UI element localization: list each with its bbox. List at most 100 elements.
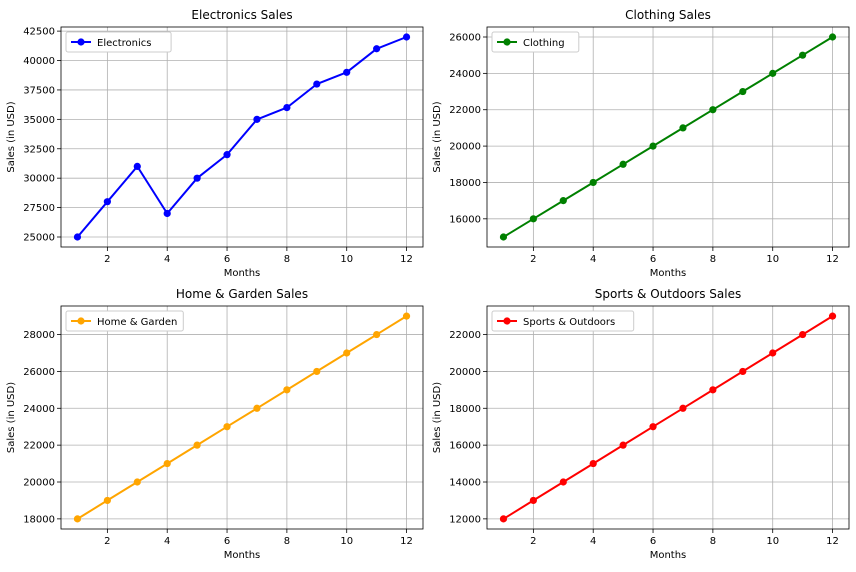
data-point (163, 209, 171, 218)
data-point (739, 87, 747, 96)
y-tick-label: 30000 (23, 174, 55, 185)
data-point (828, 33, 837, 41)
legend-label: Home & Garden (97, 317, 177, 328)
data-point (373, 45, 381, 53)
chart-title: Clothing Sales (625, 8, 711, 22)
x-tick-label: 8 (710, 536, 716, 547)
y-axis-label: Sales (in USD) (6, 101, 17, 172)
y-tick-label: 27500 (23, 203, 55, 214)
data-point (253, 115, 261, 123)
x-tick-label: 12 (826, 254, 839, 265)
data-point (193, 174, 201, 182)
data-point (253, 404, 261, 412)
y-tick-label: 20000 (449, 367, 481, 378)
y-tick-label: 16000 (449, 441, 481, 452)
data-point (709, 386, 717, 394)
data-point (619, 441, 627, 449)
legend-box (491, 310, 635, 332)
y-tick-label: 24000 (449, 69, 481, 80)
x-tick-label: 6 (650, 536, 656, 547)
y-tick-label: 14000 (449, 478, 481, 489)
data-point (769, 349, 777, 357)
data-point (709, 106, 717, 114)
data-point (649, 423, 657, 431)
y-tick-label: 42500 (23, 27, 55, 38)
y-tick-label: 35000 (23, 115, 55, 126)
x-axis-label: Months (224, 550, 261, 561)
data-point (559, 197, 567, 205)
data-point (649, 142, 657, 150)
x-tick-label: 8 (710, 254, 716, 265)
y-axis-label: Sales (in USD) (432, 382, 443, 453)
legend-label: Electronics (97, 38, 152, 49)
axes-frame (486, 26, 850, 248)
x-tick-label: 12 (400, 254, 413, 265)
data-point (223, 151, 231, 159)
y-tick-label: 12000 (449, 514, 481, 525)
x-tick-label: 6 (650, 254, 656, 265)
data-point (343, 68, 351, 76)
chart-panel-2: 2 4 6 8 10 12 16000 18000 20000 22000 24000 26000 Cl… (432, 8, 850, 279)
data-point (343, 349, 351, 357)
x-tick-label: 6 (224, 254, 230, 265)
data-point (529, 215, 537, 223)
y-tick-label: 18000 (449, 404, 481, 415)
data-point (313, 367, 321, 376)
x-tick-label: 10 (766, 254, 779, 265)
legend-box (65, 31, 172, 53)
data-point (283, 103, 291, 112)
y-tick-label: 18000 (449, 178, 481, 189)
x-tick-label: 12 (826, 536, 839, 547)
chart-title: Home & Garden Sales (176, 287, 308, 301)
y-tick-label: 24000 (23, 404, 55, 415)
data-point (679, 124, 687, 132)
x-tick-label: 4 (164, 536, 170, 547)
y-tick-label: 28000 (23, 330, 55, 341)
data-point (402, 33, 411, 41)
y-tick-label: 25000 (23, 233, 55, 244)
x-axis-label: Months (650, 268, 687, 279)
axes-frame (486, 305, 850, 530)
legend-marker (77, 317, 85, 325)
chart-title: Electronics Sales (191, 8, 292, 22)
x-tick-label: 6 (224, 536, 230, 547)
y-tick-label: 22000 (23, 441, 55, 452)
x-tick-label: 8 (284, 536, 290, 547)
legend-marker (503, 317, 511, 325)
x-tick-label: 10 (766, 536, 779, 547)
data-point (133, 162, 141, 171)
data-point (529, 496, 537, 505)
series-line (76, 36, 407, 238)
x-tick-label: 4 (590, 254, 596, 265)
legend-box (65, 310, 184, 332)
legend-label: Sports & Outdoors (523, 317, 615, 328)
data-point (313, 80, 321, 88)
data-point (559, 478, 567, 486)
data-point (499, 233, 508, 241)
y-tick-label: 26000 (449, 33, 481, 44)
legend-label: Clothing (523, 38, 565, 49)
data-point (499, 515, 508, 523)
x-tick-label: 2 (530, 536, 536, 547)
legend-marker (77, 38, 85, 46)
y-tick-label: 32500 (23, 144, 55, 155)
chart-panel-3: 2 4 6 8 10 12 18000 20000 22000 24000 26000 28000 Ho… (6, 287, 424, 561)
series-line (502, 36, 834, 238)
data-point (373, 330, 381, 339)
y-tick-label: 20000 (449, 142, 481, 153)
data-point (402, 312, 411, 320)
data-point (799, 330, 807, 339)
chart-panel-4: 2 4 6 8 10 12 12000 14000 16000 18000 20000 22000 Sp… (432, 287, 850, 561)
legend-box (491, 31, 580, 53)
data-point (679, 404, 687, 412)
y-tick-label: 37500 (23, 85, 55, 96)
x-axis-label: Months (650, 550, 687, 561)
x-tick-label: 12 (400, 536, 413, 547)
data-point (589, 178, 597, 187)
x-tick-label: 10 (340, 254, 353, 265)
data-point (73, 233, 82, 241)
legend-marker (503, 38, 511, 46)
x-tick-label: 10 (340, 536, 353, 547)
